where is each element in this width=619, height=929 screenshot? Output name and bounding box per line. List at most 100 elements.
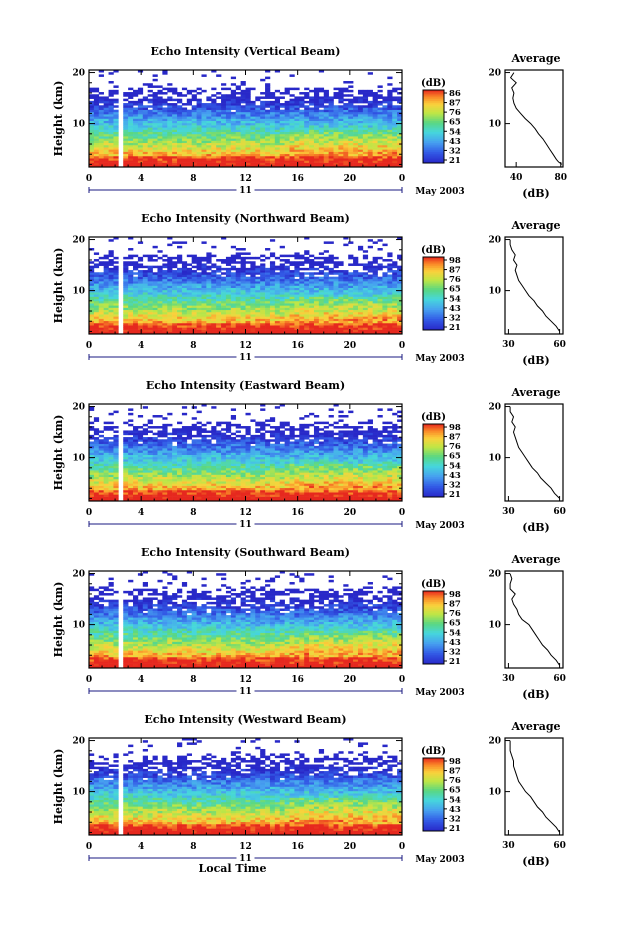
heatmap-cell [201,74,207,77]
heatmap-cell [250,149,256,152]
heatmap-cell [172,105,178,108]
heatmap-cell [172,320,178,324]
heatmap-cell [157,450,163,453]
heatmap-cell [93,296,100,300]
heatmap-cell [309,140,315,144]
heatmap-cell [225,105,232,108]
heatmap-cell [123,331,129,335]
heatmap-cell [162,445,168,449]
colorbar-swatch [423,269,444,272]
heatmap-cell [216,164,222,168]
heatmap-cell [313,92,320,95]
heatmap-cell [240,98,246,102]
heatmap-cell [211,100,217,104]
heatmap-cell [216,318,222,322]
heatmap-cell [191,127,197,130]
heatmap-cell [108,116,114,119]
heatmap-cell [240,305,246,308]
heatmap-cell [323,267,329,271]
heatmap-cell [353,107,359,110]
heatmap-cell [196,87,202,91]
heatmap-cell [89,281,95,284]
heatmap-cell [343,89,349,93]
heatmap-cell [162,303,168,306]
heatmap-cell [123,296,129,300]
heatmap-cell [225,151,232,155]
heatmap-cell [284,298,290,302]
heatmap-cell [348,305,354,308]
heatmap-cell [362,254,369,258]
heatmap-cell [235,136,241,139]
heatmap-cell [250,147,256,150]
heatmap-cell [265,316,271,319]
heatmap-cell [123,294,129,297]
heatmap-cell [289,144,295,148]
heatmap-cell [167,283,173,286]
heatmap-cell [235,298,241,302]
heatmap-cell [392,138,398,141]
heatmap-cell [353,261,359,264]
heatmap-cell [309,278,315,282]
heatmap-cell [362,107,369,110]
heatmap-cell [137,474,144,478]
heatmap-cell [279,116,285,119]
heatmap-cell [323,96,329,99]
heatmap-cell [98,463,104,467]
heatmap-cell [372,92,378,95]
y-axis-label: Height (km) [52,248,65,324]
heatmap-cell [279,314,285,317]
heatmap-cell [269,133,276,137]
colorbar-swatch [423,130,444,133]
heatmap-cell [93,307,100,311]
heatmap-cell [186,278,192,282]
heatmap-cell [196,327,202,330]
heatmap-cell [284,142,290,146]
heatmap-cell [103,142,109,146]
heatmap-cell [353,305,359,308]
heatmap-cell [221,316,227,319]
heatmap-cell [133,261,139,264]
heatmap-cell [221,116,227,119]
heatmap-cell [123,140,129,144]
heatmap-cell [225,307,232,311]
heatmap-cell [216,120,222,124]
heatmap-cell [392,294,398,297]
heatmap-cell [357,144,364,148]
heatmap-cell [201,162,207,166]
heatmap-cell [377,158,383,161]
heatmap-cell [103,138,109,141]
heatmap-cell [240,281,246,284]
heatmap-cell [147,155,153,159]
heatmap-cell [167,103,173,106]
heatmap-cell [269,307,276,311]
heatmap-cell [304,311,310,315]
heatmap-cell [299,153,305,157]
heatmap-cell [152,85,158,88]
heatmap-cell [89,467,95,471]
heatmap-cell [245,276,251,280]
heatmap-cell [123,125,129,128]
heatmap-cell [265,125,271,128]
heatmap-cell [348,122,354,126]
heatmap-cell [284,265,290,269]
heatmap-cell [137,300,144,304]
heatmap-cell [177,331,183,335]
heatmap-cell [289,98,295,102]
heatmap-cell [328,285,334,288]
heatmap-cell [294,303,300,306]
heatmap-cell [372,131,378,135]
heatmap-cell [274,325,281,328]
heatmap-cell [230,309,237,313]
heatmap-cell [93,459,100,462]
heatmap-cell [201,256,207,260]
heatmap-cell [123,274,129,277]
heatmap-cell [211,127,217,130]
heatmap-cell [299,103,305,106]
heatmap-cell [348,329,354,333]
heatmap-cell [240,136,246,139]
heatmap-cell [181,292,188,295]
heatmap-cell [93,322,100,326]
heatmap-cell [89,87,95,91]
heatmap-cell [279,96,285,99]
heatmap-cell [323,296,329,300]
